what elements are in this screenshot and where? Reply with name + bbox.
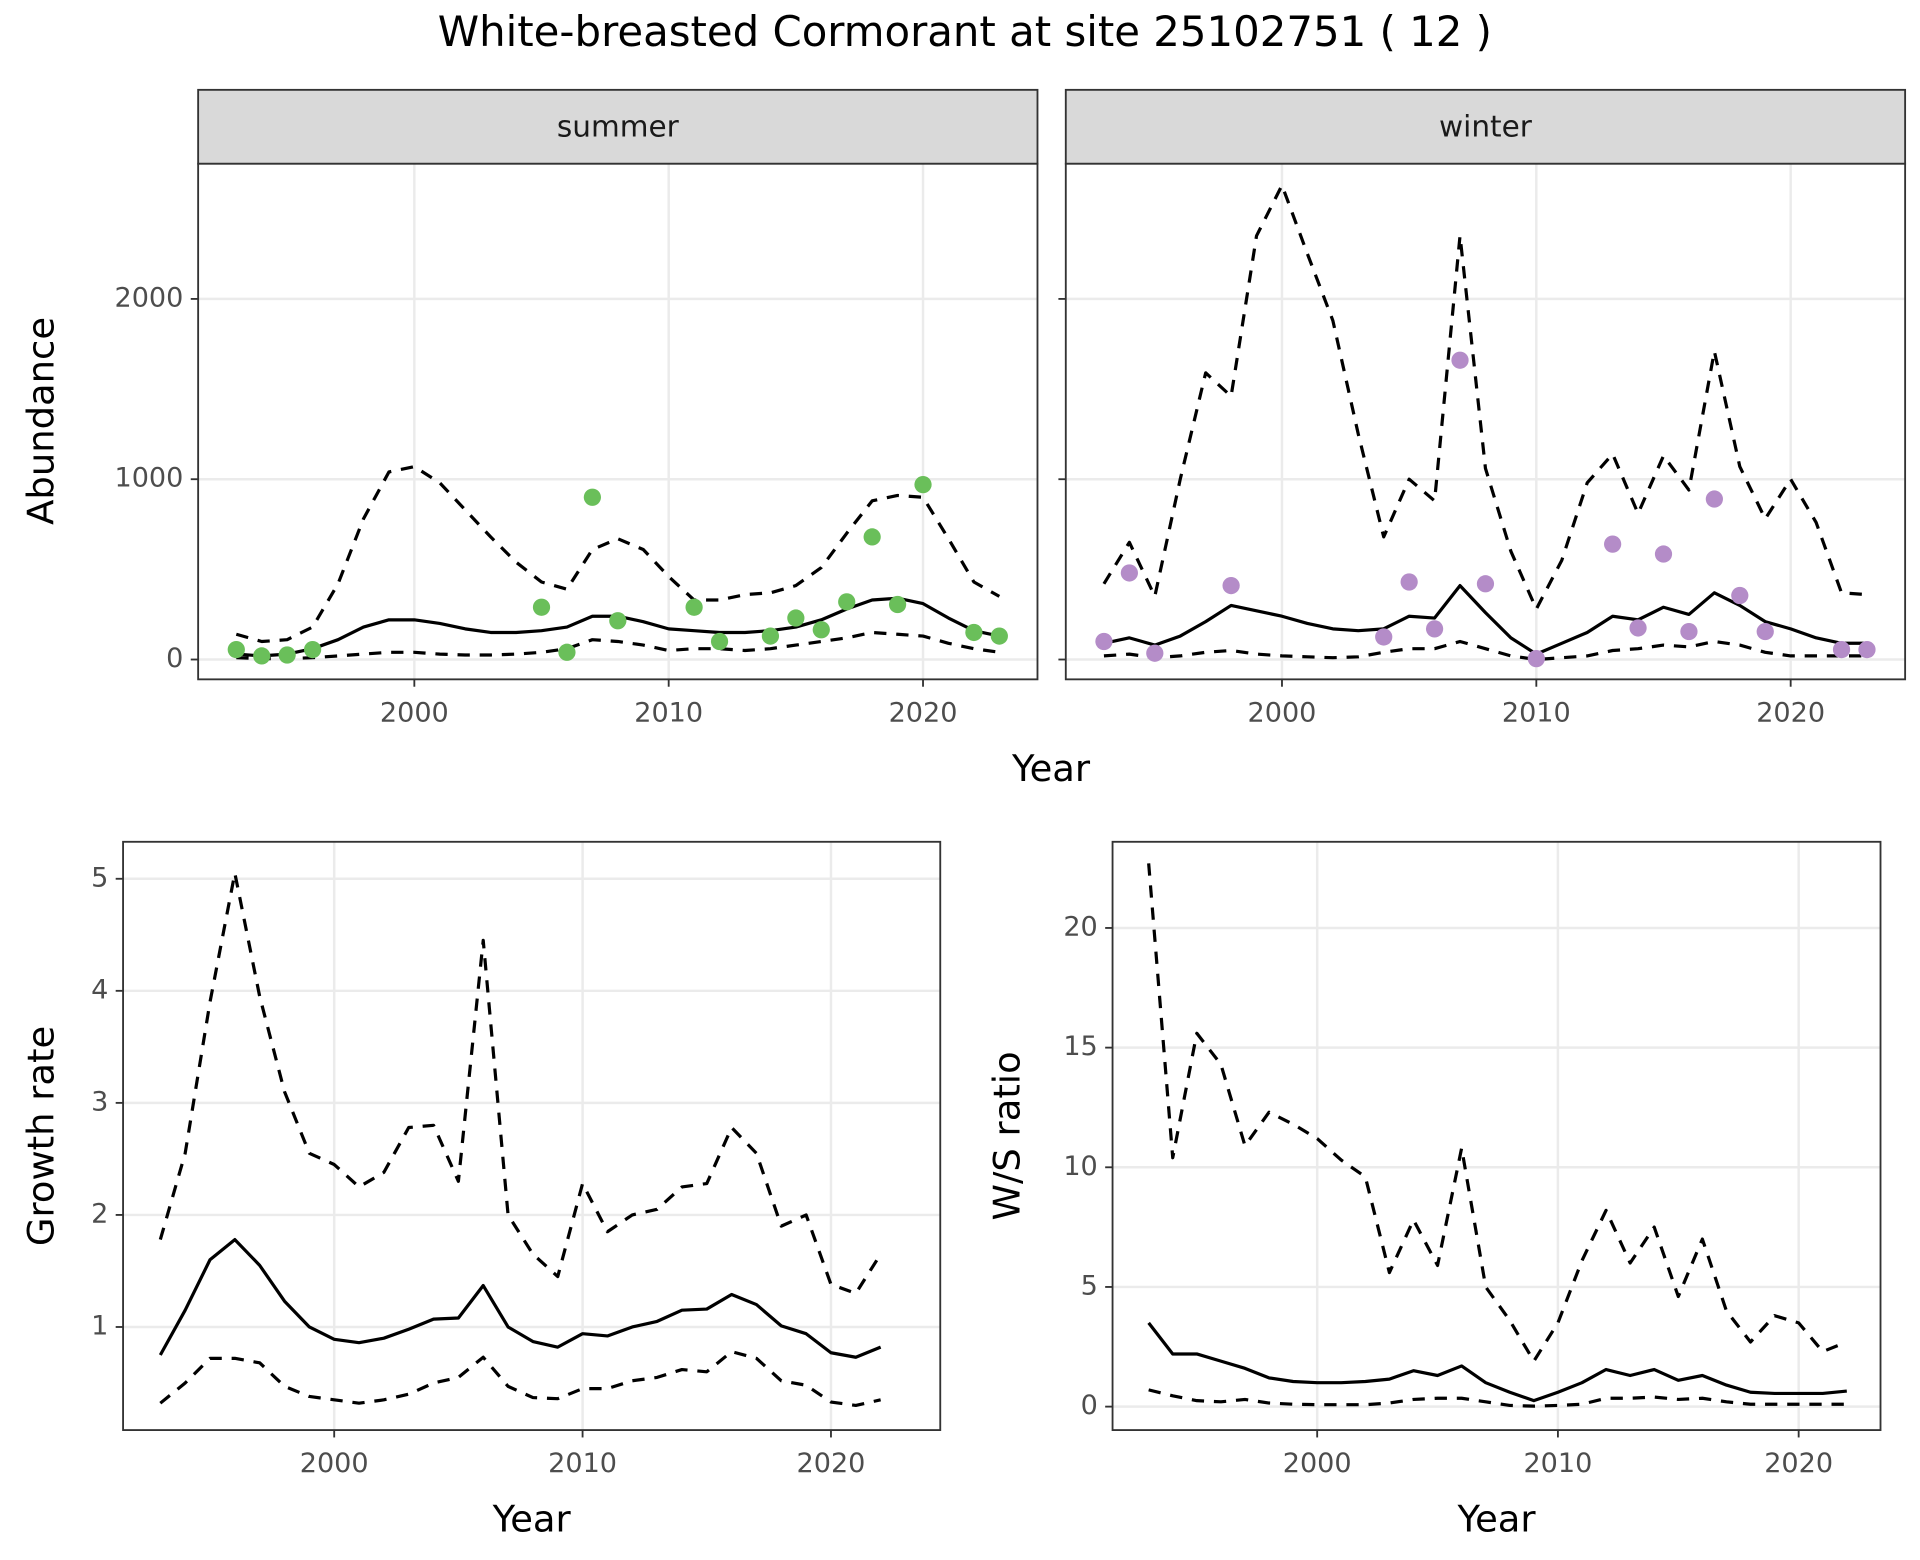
y-tick-label: 4 [91, 974, 108, 1005]
mean-line [158, 1237, 882, 1359]
data-point [1527, 649, 1545, 668]
panel-background [1112, 841, 1881, 1431]
x-tick-label: 2000 [1248, 697, 1317, 728]
data-point [1604, 535, 1622, 553]
x-axis-title: Year [492, 1498, 572, 1541]
data-point [1680, 622, 1698, 641]
data-point [1731, 586, 1749, 605]
y-tick-label: 2000 [114, 282, 183, 313]
panel-background [1065, 163, 1906, 680]
data-point [1146, 644, 1164, 662]
data-point [1451, 351, 1469, 369]
panel-border [1111, 840, 1882, 1431]
x-tick-label: 2000 [1283, 1448, 1352, 1479]
y-axis-title: W/S ratio [986, 1051, 1029, 1220]
data-point [583, 488, 601, 506]
x-tick-label: 2020 [797, 1448, 866, 1479]
data-point [990, 627, 1008, 645]
data-point [761, 627, 780, 645]
interval-line [158, 871, 882, 1295]
data-point [532, 598, 551, 616]
facet-strip [197, 88, 1039, 165]
data-point [1858, 640, 1876, 659]
facet-strip [1064, 88, 1907, 165]
data-point [685, 598, 703, 616]
data-point [965, 623, 983, 642]
data-point [227, 640, 245, 659]
interval-line [235, 464, 1001, 644]
mean-line [1147, 1321, 1847, 1403]
data-point [1832, 640, 1851, 659]
x-tick-label: 2010 [548, 1448, 617, 1479]
y-tick-label: 10 [1063, 1151, 1097, 1182]
x-tick-label: 2000 [300, 1448, 369, 1479]
x-tick-label: 2010 [634, 697, 703, 728]
y-tick-label: 20 [1063, 911, 1097, 942]
data-point [1476, 575, 1495, 593]
data-point [558, 643, 576, 661]
data-point [1756, 622, 1774, 641]
y-axis-title: Growth rate [20, 1026, 63, 1246]
data-point [888, 595, 907, 614]
panel-border [122, 840, 942, 1431]
data-point [1095, 632, 1113, 651]
data-point [609, 612, 627, 630]
interval-line [159, 1350, 881, 1408]
y-tick-label: 3 [91, 1086, 108, 1117]
x-tick-label: 2010 [1523, 1448, 1592, 1479]
x-tick-label: 2020 [1764, 1448, 1833, 1479]
data-point [1400, 573, 1418, 591]
data-point [253, 647, 271, 665]
plot-area: White-breasted Cormorant at site 2510275… [20, 7, 1907, 1541]
y-tick-label: 5 [91, 862, 108, 893]
data-point [787, 609, 805, 627]
interval-line [1148, 1388, 1847, 1408]
y-tick-label: 15 [1063, 1031, 1097, 1062]
panel-background [198, 163, 1038, 680]
figure-title: White-breasted Cormorant at site 2510275… [438, 7, 1492, 56]
data-point [812, 621, 830, 639]
y-axis-title: Abundance [20, 317, 63, 525]
x-axis-title: Year [1456, 1498, 1536, 1541]
y-tick-label: 1 [91, 1310, 108, 1341]
y-tick-label: 5 [1081, 1270, 1098, 1301]
data-point [1629, 619, 1647, 637]
interval-line [236, 630, 1000, 661]
x-tick-label: 2000 [380, 697, 449, 728]
interval-line [1103, 639, 1867, 662]
data-point [710, 632, 729, 651]
data-point [914, 476, 932, 494]
y-tick-label: 2 [91, 1198, 108, 1229]
x-tick-label: 2020 [889, 697, 958, 728]
data-point [838, 593, 856, 611]
y-tick-label: 0 [166, 643, 183, 674]
x-axis-title: Year [1011, 747, 1091, 790]
data-point [1120, 564, 1138, 582]
mean-line [1103, 583, 1867, 656]
x-tick-label: 2020 [1756, 697, 1825, 728]
data-point [1222, 576, 1240, 595]
data-point [1654, 545, 1673, 563]
y-tick-label: 1000 [114, 463, 183, 494]
data-point [1705, 490, 1723, 508]
interval-line [1102, 183, 1868, 611]
data-point [303, 640, 322, 659]
data-point [1375, 628, 1393, 646]
x-tick-label: 2010 [1502, 697, 1571, 728]
interval-line [1147, 863, 1848, 1363]
data-point [278, 646, 296, 664]
facet-label: winter [1439, 109, 1533, 143]
facet-label: summer [557, 109, 680, 143]
data-point [863, 528, 881, 546]
data-point [1425, 620, 1444, 638]
y-tick-label: 0 [1081, 1390, 1098, 1421]
